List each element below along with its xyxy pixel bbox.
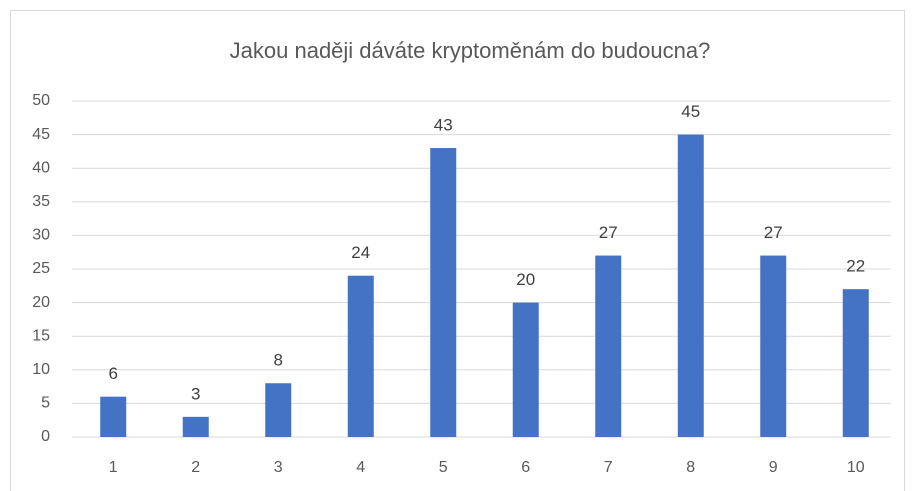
y-tick-label: 5 [41,395,50,412]
bar [677,134,704,437]
data-label: 27 [764,223,783,242]
x-tick-label: 7 [604,459,613,476]
y-tick-label: 50 [32,92,50,109]
data-label: 27 [599,223,618,242]
chart-border [10,10,905,491]
y-tick-label: 0 [41,428,50,445]
x-tick-label: 8 [686,459,695,476]
x-tick-label: 9 [769,459,778,476]
y-tick-label: 15 [32,327,50,344]
y-tick-label: 30 [32,227,50,244]
x-tick-label: 6 [521,459,530,476]
bar [100,396,127,437]
x-tick-label: 1 [109,459,118,476]
y-tick-label: 40 [32,159,50,176]
data-label: 3 [191,384,200,403]
x-tick-label: 4 [356,459,365,476]
data-label: 8 [274,351,283,370]
x-tick-label: 5 [439,459,448,476]
y-tick-label: 35 [32,193,50,210]
bar [595,255,622,437]
y-tick-label: 45 [32,126,50,143]
data-label: 22 [846,257,865,276]
bar [760,255,787,437]
bar [842,289,869,437]
y-tick-label: 20 [32,294,50,311]
y-tick-label: 25 [32,260,50,277]
x-tick-label: 2 [191,459,200,476]
data-label: 6 [109,364,118,383]
x-tick-label: 10 [847,459,865,476]
y-tick-label: 10 [32,361,50,378]
bar [430,148,457,438]
bar [265,383,292,437]
data-label: 45 [681,102,700,121]
bar [182,416,209,437]
chart-title: Jakou naději dáváte kryptoměnám do budou… [230,38,711,63]
data-label: 20 [516,270,535,289]
data-label: 43 [434,116,453,135]
bar [347,275,374,437]
data-label: 24 [351,243,370,262]
bar [512,302,539,437]
x-tick-label: 3 [274,459,283,476]
